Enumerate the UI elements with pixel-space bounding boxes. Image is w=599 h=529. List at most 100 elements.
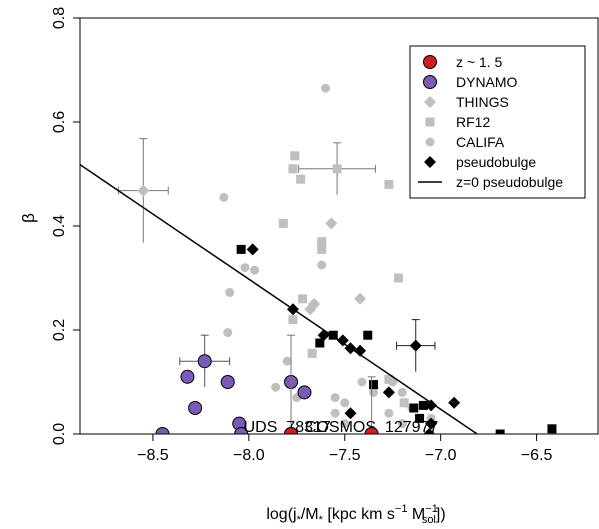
x-axis-label-sub1: * [297, 514, 302, 526]
fit-line [80, 164, 478, 434]
things-point [354, 292, 367, 305]
califa-point [317, 260, 327, 270]
rf12-point [298, 294, 308, 304]
things-mean-point [137, 184, 150, 197]
pseudobulge-point [236, 244, 246, 254]
dynamo-point [234, 427, 249, 434]
plot-area: UDS_78317COSMOS_127977 [80, 83, 557, 436]
legend-label-z15: z ~ 1. 5 [456, 54, 503, 70]
dynamo-point [155, 427, 170, 434]
pseudobulge-point [328, 330, 338, 340]
califa-point [223, 328, 233, 338]
pseudobulge-point [425, 399, 438, 412]
x-axis-label-main: log(j [266, 506, 296, 523]
x-axis-label-mid: /M [301, 506, 319, 523]
y-tick-label: 0.2 [51, 319, 68, 341]
califa-point [397, 387, 407, 397]
y-axis-label: β [19, 213, 38, 223]
pseudobulge-point [423, 428, 436, 434]
pseudobulge-point [336, 334, 349, 347]
axes: −8.5 −8.0 −7.5 −7.0 −6.5 0.0 0.2 0.4 0.6 0.8 [51, 7, 599, 464]
legend-marker-dynamo [423, 75, 437, 89]
x-tick-label: −8.5 [137, 447, 169, 464]
dynamo-point [220, 375, 235, 389]
dynamo-mean-point [197, 354, 212, 369]
legend-label-pseudobulge: pseudobulge [456, 154, 536, 170]
pseudobulge-point [246, 243, 259, 256]
pseudobulge-point [369, 380, 379, 390]
califa-point [219, 192, 229, 202]
x-axis-label-sub3: sol [422, 514, 436, 526]
y-tick-label: 0.0 [51, 423, 68, 445]
rf12-point [288, 164, 298, 174]
annotation-label: COSMOS_127977 [305, 419, 439, 436]
z15-point [364, 427, 379, 434]
legend: z ~ 1. 5 DYNAMO THINGS RF12 CALIFA pseudobulg… [409, 45, 586, 199]
x-axis-label-sub2: * [319, 514, 324, 526]
pseudobulge-point [315, 338, 325, 348]
rf12-point [290, 151, 300, 161]
califa-point [330, 393, 340, 403]
legend-label-califa: CALIFA [456, 134, 505, 150]
x-axis-label-sup2: −1 [425, 503, 438, 515]
pseudobulge-point [418, 400, 428, 410]
pseudobulge-point [495, 429, 505, 434]
pseudobulge-point [363, 330, 373, 340]
pseudobulge-point [354, 344, 367, 357]
califa-point [321, 83, 331, 93]
plot-content: UDS_78317COSMOS_127977 [80, 83, 557, 436]
rf12-point [296, 174, 306, 184]
califa-point [282, 356, 292, 366]
califa-point [250, 265, 260, 275]
califa-point [340, 398, 350, 408]
rf12-point [317, 237, 327, 247]
califa-point [397, 419, 407, 429]
x-axis-label-sup: −1 [395, 503, 408, 515]
califa-point [240, 263, 250, 273]
things-point [304, 303, 317, 316]
pseudobulge-point [448, 396, 461, 409]
pseudobulge-point [344, 407, 357, 420]
y-tick-label: 0.6 [51, 111, 68, 133]
rf12-point [278, 218, 288, 228]
legend-label-dynamo: DYNAMO [456, 74, 518, 90]
califa-point [369, 387, 379, 397]
dynamo-point [188, 401, 203, 415]
annotation-label: UDS_78317 [244, 419, 331, 436]
rf12-point [307, 348, 317, 358]
things-point [325, 217, 338, 230]
y-tick-label: 0.4 [51, 215, 68, 237]
x-tick-label: −8.0 [233, 447, 265, 464]
legend-label-things: THINGS [456, 94, 509, 110]
legend-marker-rf12 [425, 117, 435, 127]
legend-label-rf12: RF12 [456, 114, 490, 130]
legend-marker-pseudobulge [424, 156, 436, 168]
rf12-point [393, 273, 403, 283]
x-axis-label-space: M [407, 506, 425, 523]
legend-box [409, 45, 586, 199]
califa-point [330, 408, 340, 418]
rf12-point [317, 244, 327, 254]
x-tick-label: −7.5 [329, 447, 361, 464]
rf12-point [399, 398, 409, 408]
pseudobulge-mean-point [409, 339, 422, 352]
califa-point [340, 419, 350, 429]
rf12-point [384, 179, 394, 189]
legend-marker-z15 [423, 55, 437, 69]
legend-marker-things [424, 96, 436, 108]
x-tick-label: −6.5 [521, 447, 553, 464]
x-axis-label: log(j*/M* [kpc km s−1 M−1 sol]) [266, 503, 445, 526]
califa-point [384, 408, 394, 418]
legend-label-line: z=0 pseudobulge [456, 174, 563, 190]
rf12-mean-point [332, 164, 342, 174]
pseudobulge-point [425, 417, 438, 430]
dynamo-point [180, 369, 195, 384]
pseudobulge-point [409, 403, 419, 413]
y-tick-label: 0.8 [51, 7, 68, 29]
rf12-point [384, 374, 394, 384]
pseudobulge-point [415, 413, 425, 423]
califa-point [271, 382, 281, 392]
x-axis-label-end: ]) [436, 506, 446, 523]
z15-point [284, 427, 299, 434]
